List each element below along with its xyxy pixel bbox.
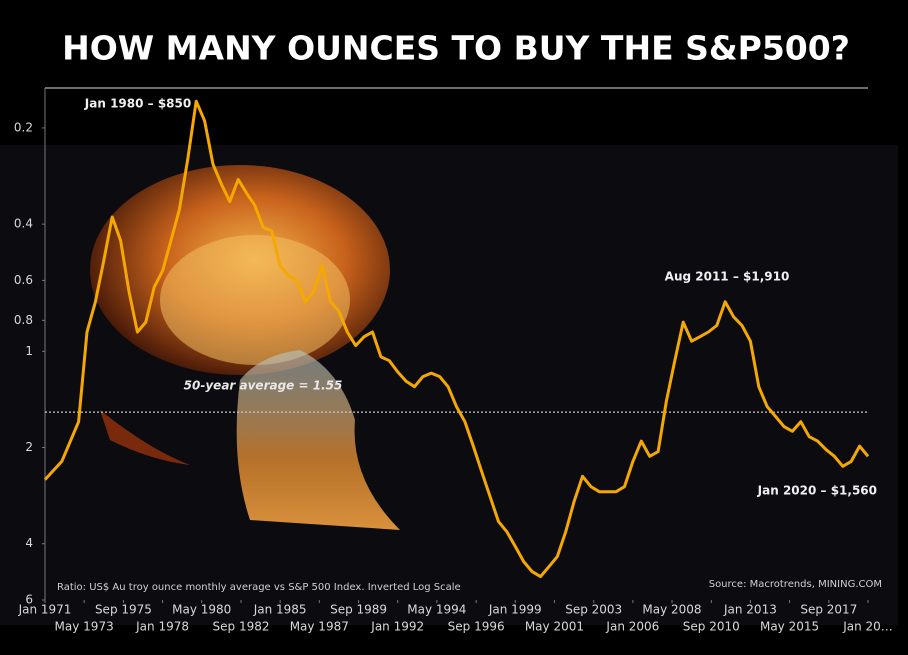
x-tick-label: May 2008 — [642, 603, 701, 617]
y-tick-label: 4 — [25, 536, 33, 550]
y-tick-label: 6 — [25, 593, 33, 607]
chart-title: HOW MANY OUNCES TO BUY THE S&P500? — [62, 29, 850, 68]
x-tick-label: Sep 1989 — [330, 603, 387, 617]
y-tick-label: 2 — [25, 440, 33, 454]
annotation: Jan 2020 – $1,560 — [757, 484, 877, 498]
y-tick-label: 0.8 — [14, 313, 33, 327]
x-tick-label: May 1987 — [290, 620, 349, 634]
y-tick-label: 1 — [25, 344, 33, 358]
annotation: Jan 1980 – $850 — [84, 97, 191, 111]
x-tick-label: Jan 2013 — [723, 603, 777, 617]
x-tick-label: Sep 1975 — [95, 603, 152, 617]
x-tick-label: Sep 2017 — [800, 603, 857, 617]
ratio-line — [43, 99, 870, 579]
x-tick-label: May 1980 — [172, 603, 231, 617]
x-tick-label: Jan 1992 — [370, 620, 424, 634]
chart-note: Ratio: US$ Au troy ounce monthly average… — [57, 582, 461, 593]
x-tick-label: Jan 1985 — [253, 603, 307, 617]
x-tick-label: Sep 2003 — [565, 603, 622, 617]
x-tick-label: May 2001 — [525, 620, 584, 634]
x-tick-label: Jan 20… — [842, 620, 893, 634]
x-tick-label: Jan 1978 — [135, 620, 189, 634]
source-note: Source: Macrotrends, MINING.COM — [709, 579, 882, 590]
x-tick-label: Jan 1999 — [488, 603, 542, 617]
x-tick-label: May 2015 — [760, 620, 819, 634]
x-tick-label: Sep 1996 — [448, 620, 505, 634]
x-tick-label: Jan 2006 — [605, 620, 659, 634]
x-tick-label: May 1994 — [407, 603, 466, 617]
average-label: 50-year average = 1.55 — [184, 379, 343, 393]
y-tick-label: 0.2 — [14, 120, 33, 134]
x-tick-label: May 1973 — [55, 620, 114, 634]
annotation: Aug 2011 – $1,910 — [665, 270, 790, 284]
gold-pour-illustration — [90, 165, 400, 530]
x-tick-label: Sep 2010 — [683, 620, 740, 634]
y-tick-label: 0.4 — [14, 217, 33, 231]
x-tick-label: Jan 1971 — [18, 603, 72, 617]
y-tick-label: 0.6 — [14, 273, 33, 287]
x-tick-label: Sep 1982 — [213, 620, 270, 634]
